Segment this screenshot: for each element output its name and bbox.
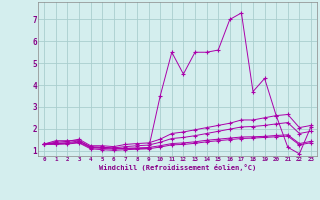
X-axis label: Windchill (Refroidissement éolien,°C): Windchill (Refroidissement éolien,°C) [99,164,256,171]
